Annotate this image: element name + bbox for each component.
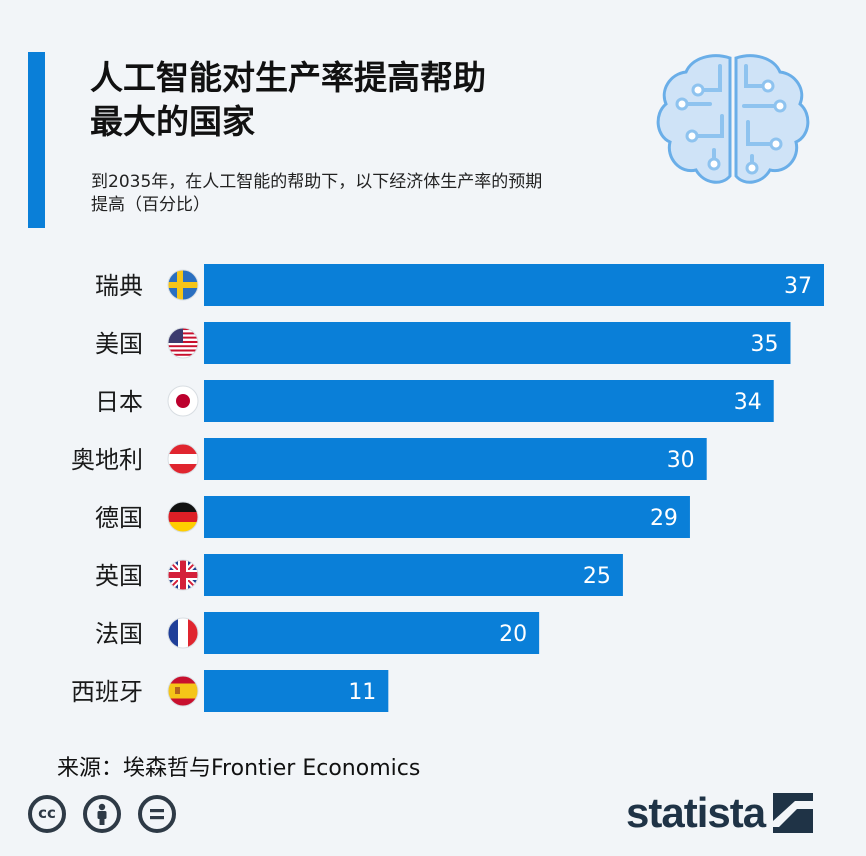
data-label: 30 (667, 448, 695, 473)
by-icon (83, 795, 122, 833)
chart-subtitle: 到2035年，在人工智能的帮助下，以下经济体生产率的预期 提高（百分比） (91, 171, 631, 217)
flag-japan-icon (167, 385, 199, 417)
bar-row: 西班牙 11 (71, 670, 389, 712)
flag-usa-icon (167, 327, 199, 359)
statista-logo: statista (626, 789, 814, 837)
chart-subtitle-line-2: 提高（百分比） (91, 195, 210, 215)
category-label: 美国 (95, 330, 143, 358)
category-label: 日本 (95, 388, 143, 416)
data-label: 25 (583, 564, 611, 589)
chart-title-line-2: 最大的国家 (90, 102, 255, 141)
chart-title-line-1: 人工智能对生产率提高帮助 (90, 58, 486, 97)
bar (204, 496, 690, 538)
bar-row: 日本 34 (95, 380, 774, 422)
flag-uk-icon (167, 559, 199, 591)
source-note: 来源：埃森哲与Frontier Economics (57, 756, 421, 781)
flag-france-icon (167, 617, 199, 649)
category-label: 西班牙 (71, 678, 143, 706)
chart-title: 人工智能对生产率提高帮助 最大的国家 (90, 56, 610, 144)
bar-row: 英国 25 (95, 554, 623, 596)
cc-icon: cc (28, 795, 66, 833)
license-icons: cc (28, 795, 188, 833)
bar (204, 380, 774, 422)
flag-austria-icon (167, 443, 199, 475)
statista-logo-text: statista (626, 789, 766, 836)
brain-circuit-icon (656, 54, 810, 184)
data-label: 34 (734, 390, 762, 415)
data-label: 37 (784, 274, 812, 299)
statista-mark-icon (773, 793, 814, 833)
bar-row: 法国 20 (95, 612, 540, 654)
category-label: 奥地利 (71, 446, 143, 474)
bar (204, 322, 791, 364)
bar (204, 554, 623, 596)
nd-icon (138, 795, 177, 833)
flag-spain-icon (167, 675, 199, 707)
bar (204, 264, 824, 306)
flag-germany-icon (167, 501, 199, 533)
category-label: 德国 (95, 504, 143, 532)
data-label: 20 (499, 622, 527, 647)
bar-row: 奥地利 30 (71, 438, 707, 480)
bar-row: 瑞典 37 (95, 264, 824, 306)
flag-sweden-icon (167, 269, 199, 301)
bar-row: 德国 29 (95, 496, 690, 538)
category-label: 英国 (95, 562, 143, 590)
bar (204, 612, 540, 654)
data-label: 11 (348, 680, 376, 705)
bar-row: 美国 35 (95, 322, 791, 364)
category-label: 瑞典 (95, 272, 143, 300)
bar-chart: 瑞典 37 美国 35 日本 34 奥地利 30 德国 29 英国 25 法国 20 西班牙 11 (71, 264, 824, 712)
data-label: 29 (650, 506, 678, 531)
data-label: 35 (750, 332, 778, 357)
bar (204, 438, 707, 480)
chart-subtitle-line-1: 到2035年，在人工智能的帮助下，以下经济体生产率的预期 (91, 172, 543, 192)
bar (204, 670, 389, 712)
accent-bar (28, 52, 45, 228)
category-label: 法国 (95, 620, 143, 648)
